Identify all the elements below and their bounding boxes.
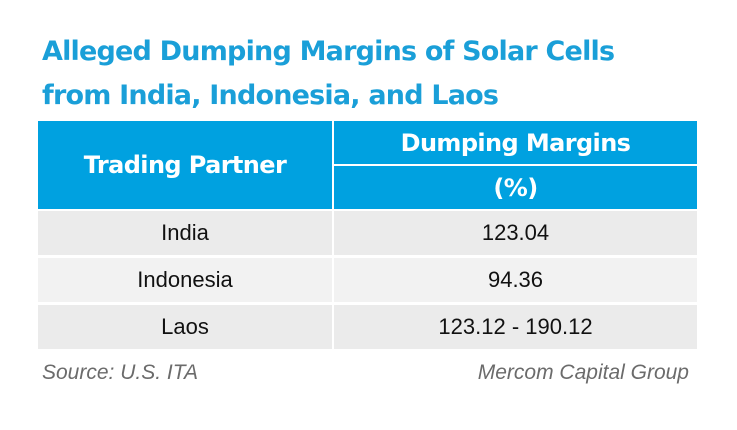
margin-cell: 123.04 xyxy=(332,210,697,258)
unit-header: (%) xyxy=(332,164,697,211)
table-row: India 123.04 xyxy=(38,210,697,258)
dumping-margins-table: Trading Partner Dumping Margins (%) Indi… xyxy=(38,121,697,352)
table-row: Indonesia 94.36 xyxy=(38,256,697,305)
title-line-1: Alleged Dumping Margins of Solar Cells xyxy=(42,36,615,67)
partner-cell: India xyxy=(38,210,333,258)
margin-cell: 94.36 xyxy=(332,256,697,305)
margin-cell: 123.12 - 190.12 xyxy=(332,303,697,352)
chart-title: Alleged Dumping Margins of Solar Cells f… xyxy=(42,30,722,118)
partner-cell: Laos xyxy=(38,303,333,352)
table-row: Laos 123.12 - 190.12 xyxy=(38,303,697,352)
dumping-margins-header: Dumping Margins xyxy=(332,121,697,166)
trading-partner-header: Trading Partner xyxy=(38,121,334,211)
source-note: Source: U.S. ITA xyxy=(42,361,198,384)
credit-note: Mercom Capital Group xyxy=(477,361,689,384)
partner-cell: Indonesia xyxy=(38,256,333,305)
title-line-2: from India, Indonesia, and Laos xyxy=(42,80,499,111)
